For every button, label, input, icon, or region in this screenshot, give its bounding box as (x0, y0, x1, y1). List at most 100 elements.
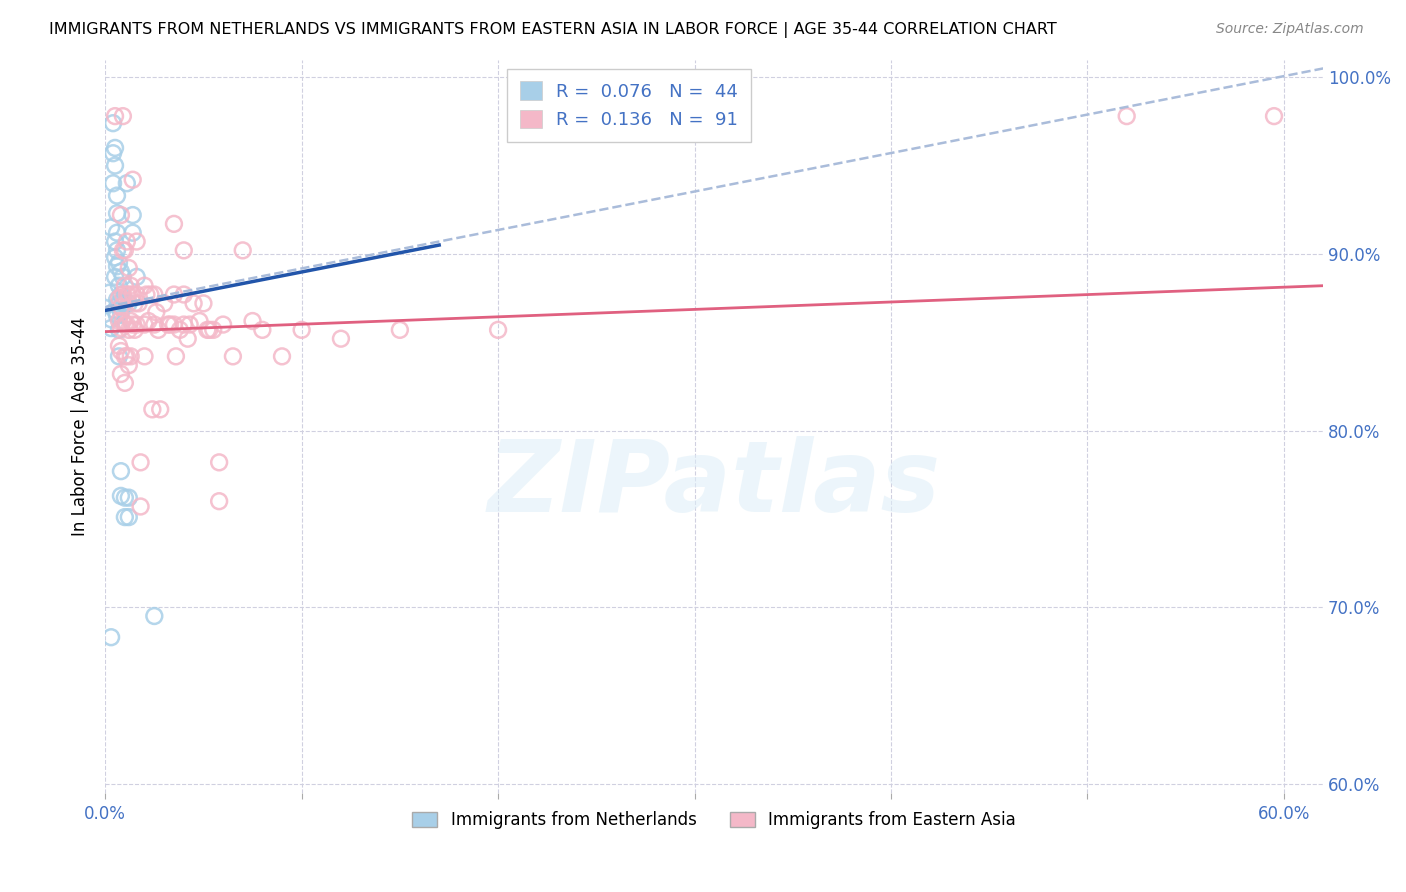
Point (329, 332, 352, 346)
Point (104, 251, 127, 265)
Point (118, 323, 141, 337)
Point (105, 188, 128, 202)
Point (212, 318, 235, 332)
Point (242, 314, 264, 328)
Point (110, 321, 132, 335)
Point (173, 318, 195, 332)
Point (100, 321, 122, 335)
Point (198, 323, 221, 337)
Point (105, 244, 128, 258)
Point (232, 244, 254, 258)
Point (173, 287, 195, 301)
Point (222, 350, 245, 364)
Point (108, 350, 131, 364)
Point (110, 208, 132, 222)
Point (118, 510, 141, 524)
Point (108, 296, 131, 310)
Point (111, 287, 134, 301)
Point (121, 318, 143, 332)
Point (125, 269, 148, 284)
Point (1115, 109, 1137, 123)
Point (128, 296, 150, 310)
Point (291, 323, 314, 337)
Point (114, 296, 136, 310)
Point (125, 318, 148, 332)
Point (143, 318, 166, 332)
Point (120, 350, 142, 364)
Point (121, 208, 143, 222)
Point (100, 630, 122, 644)
Point (115, 176, 138, 190)
Point (143, 287, 166, 301)
Point (141, 402, 163, 417)
Point (148, 323, 170, 337)
Point (163, 287, 186, 301)
Point (108, 256, 131, 270)
Point (188, 314, 211, 328)
Point (138, 314, 160, 328)
Point (108, 291, 131, 305)
Point (149, 402, 172, 417)
Text: IMMIGRANTS FROM NETHERLANDS VS IMMIGRANTS FROM EASTERN ASIA IN LABOR FORCE | AGE: IMMIGRANTS FROM NETHERLANDS VS IMMIGRANT… (49, 22, 1057, 38)
Point (114, 244, 136, 258)
Point (115, 235, 138, 249)
Point (121, 172, 143, 186)
Point (120, 314, 142, 328)
Point (108, 314, 131, 328)
Point (110, 287, 132, 301)
Point (101, 176, 124, 190)
Point (111, 269, 134, 284)
Point (111, 296, 134, 310)
Point (100, 312, 122, 326)
Point (388, 323, 411, 337)
Point (121, 226, 143, 240)
Text: Source: ZipAtlas.com: Source: ZipAtlas.com (1216, 22, 1364, 37)
Point (118, 491, 141, 505)
Point (118, 260, 141, 275)
Point (169, 323, 191, 337)
Point (121, 287, 143, 301)
Point (110, 305, 132, 319)
Point (139, 287, 162, 301)
Point (114, 278, 136, 293)
Point (124, 323, 146, 337)
Point (165, 350, 187, 364)
Point (114, 376, 136, 390)
Point (208, 494, 231, 508)
Point (183, 296, 205, 310)
Point (105, 260, 128, 274)
Point (111, 244, 134, 258)
Point (108, 339, 131, 353)
Point (115, 350, 138, 364)
Point (195, 323, 218, 337)
Point (105, 206, 128, 220)
Point (101, 146, 124, 161)
Point (252, 323, 274, 337)
Point (114, 510, 136, 524)
Text: ZIPatlas: ZIPatlas (488, 436, 941, 533)
Point (104, 303, 127, 318)
Point (108, 278, 131, 293)
Point (124, 296, 146, 310)
Point (486, 323, 509, 337)
Legend: Immigrants from Netherlands, Immigrants from Eastern Asia: Immigrants from Netherlands, Immigrants … (406, 805, 1022, 836)
Point (98, 285, 121, 300)
Point (115, 287, 138, 301)
Point (105, 226, 128, 240)
Point (110, 344, 132, 359)
Point (177, 332, 200, 346)
Point (100, 220, 122, 235)
Point (104, 159, 127, 173)
Point (111, 314, 134, 328)
Point (208, 455, 231, 469)
Point (114, 491, 136, 505)
Point (101, 116, 124, 130)
Point (129, 500, 152, 514)
Point (134, 318, 156, 332)
Point (118, 358, 141, 372)
Point (104, 235, 127, 249)
Point (135, 287, 157, 301)
Point (173, 244, 195, 258)
Point (1263, 109, 1285, 123)
Point (134, 278, 156, 293)
